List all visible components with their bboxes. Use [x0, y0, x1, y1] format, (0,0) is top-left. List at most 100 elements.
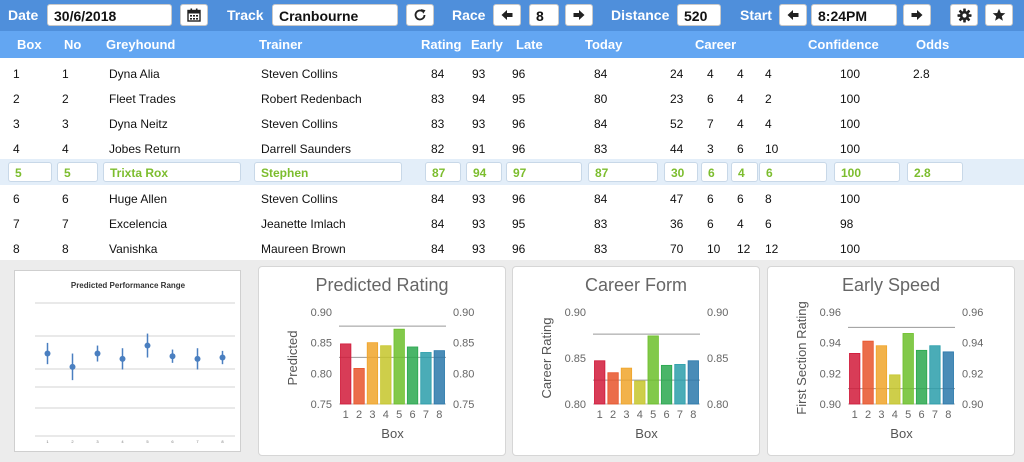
column-header-no[interactable]: No [64, 37, 82, 52]
cell-early: 93 [472, 117, 486, 131]
table-row[interactable]: 4 4 Jobes Return Darrell Saunders 82 91 … [0, 135, 1024, 160]
cell-today: 83 [594, 142, 608, 156]
cell-odds: 2.8 [907, 162, 963, 182]
column-header-career[interactable]: Career [695, 37, 737, 52]
x-axis-label: Box [381, 426, 404, 441]
career-form-panel: Career Form 0.80 0.80 0.85 0.85 0.90 0.90 1 2 3 4… [512, 266, 760, 456]
x-tick-label: 2 [610, 409, 616, 421]
table-row[interactable]: 7 7 Excelencia Jeanette Imlach 84 93 95 … [0, 210, 1024, 235]
cell-late: 97 [506, 162, 582, 182]
cell-box: 6 [13, 192, 20, 206]
refresh-button[interactable] [406, 4, 434, 26]
cell-box: 1 [13, 67, 20, 81]
x-tick-label: 7 [677, 409, 683, 421]
column-header-odds[interactable]: Odds [916, 37, 950, 52]
column-header-confidence[interactable]: Confidence [808, 37, 879, 52]
bar [674, 364, 686, 405]
date-label: Date [8, 7, 39, 23]
cell-greyhound: Vanishka [109, 242, 158, 256]
calendar-button[interactable] [180, 4, 208, 26]
cell-career-wins: 7 [707, 117, 714, 131]
y-tick-label-right: 0.90 [707, 307, 728, 319]
cell-confidence: 100 [840, 92, 861, 106]
predicted-rating-panel: Predicted Rating 0.75 0.75 0.80 0.80 0.85 0.8… [258, 266, 506, 456]
bar [849, 353, 861, 405]
table-row[interactable]: 8 8 Vanishka Maureen Brown 84 93 96 83 7… [0, 235, 1024, 260]
favorite-button[interactable] [985, 4, 1013, 26]
column-header-box[interactable]: Box [17, 37, 42, 52]
y-tick-label-right: 0.90 [453, 307, 474, 319]
track-label: Track [227, 7, 264, 23]
bar [620, 367, 633, 405]
date-input[interactable]: 30/6/2018 [47, 4, 172, 26]
cell-career-seconds: 4 [737, 117, 744, 131]
cell-rating: 82 [431, 142, 445, 156]
cell-early: 93 [472, 67, 486, 81]
x-tick-label: 3 [623, 409, 629, 421]
column-header-late[interactable]: Late [516, 37, 543, 52]
cell-trainer: Robert Redenbach [261, 92, 362, 106]
bar [915, 349, 928, 405]
cell-late: 95 [512, 217, 526, 231]
predicted-rating-chart: 0.75 0.75 0.80 0.80 0.85 0.85 0.90 0.90 1 2 3 4 5 6 7 8… [285, 307, 474, 441]
arrow-left-icon [501, 10, 513, 20]
track-input[interactable]: Cranbourne [272, 4, 398, 26]
cell-greyhound: Dyna Neitz [109, 117, 168, 131]
cell-late: 96 [512, 192, 526, 206]
column-header-greyhound[interactable]: Greyhound [106, 37, 176, 52]
table-row[interactable]: 3 3 Dyna Neitz Steven Collins 83 93 96 8… [0, 110, 1024, 135]
settings-button[interactable] [950, 4, 978, 26]
table-row[interactable]: 1 1 Dyna Alia Steven Collins 84 93 96 84… [0, 60, 1024, 85]
y-tick-label-right: 0.96 [962, 307, 983, 319]
x-tick-label: 4 [383, 409, 389, 421]
cell-greyhound: Dyna Alia [109, 67, 160, 81]
x-tick-label: 5 [650, 409, 656, 421]
start-time-input[interactable]: 8:24PM [811, 4, 897, 26]
column-header-today[interactable]: Today [585, 37, 623, 52]
column-header-rating[interactable]: Rating [421, 37, 462, 52]
cell-career-wins: 10 [707, 242, 721, 256]
cell-confidence: 100 [840, 142, 861, 156]
bar [420, 352, 432, 405]
y-tick-label: 0.94 [820, 338, 841, 350]
cell-no: 7 [62, 217, 69, 231]
bar [889, 374, 901, 405]
cell-career-thirds: 8 [765, 192, 772, 206]
data-point [94, 350, 101, 357]
x-tick-label: 8 [221, 439, 224, 444]
cell-career-wins: 3 [707, 142, 714, 156]
cell-career-starts: 24 [670, 67, 684, 81]
start-prev-button[interactable] [779, 4, 807, 26]
bar [634, 380, 646, 405]
early-speed-panel: Early Speed 0.90 0.90 0.92 0.92 0.94 0.94 0.96… [767, 266, 1015, 456]
y-tick-label: 0.80 [311, 368, 332, 380]
table-row-selected[interactable]: 5 5 Trixta Rox Stephen 87 94 97 87 30 6 … [0, 159, 1024, 185]
cell-no: 5 [57, 162, 98, 182]
cell-career-seconds: 12 [737, 242, 751, 256]
cell-career-starts: 70 [670, 242, 684, 256]
race-input[interactable]: 8 [529, 4, 559, 26]
bar [393, 328, 405, 405]
cell-career-starts: 30 [664, 162, 698, 182]
star-icon [992, 8, 1006, 21]
refresh-icon [414, 9, 426, 21]
cell-greyhound: Excelencia [109, 217, 168, 231]
table-row[interactable]: 6 6 Huge Allen Steven Collins 84 93 96 8… [0, 185, 1024, 210]
column-header-early[interactable]: Early [471, 37, 503, 52]
top-toolbar: Date 30/6/2018 Track Cranbourne Race 8 D… [0, 0, 1024, 31]
cell-rating: 84 [431, 192, 445, 206]
bar [875, 345, 888, 405]
cell-box: 4 [13, 142, 20, 156]
race-next-button[interactable] [565, 4, 593, 26]
distance-input[interactable]: 520 [677, 4, 721, 26]
data-point [69, 363, 76, 370]
arrow-left-icon [787, 10, 799, 20]
start-next-button[interactable] [903, 4, 931, 26]
table-row[interactable]: 2 2 Fleet Trades Robert Redenbach 83 94 … [0, 85, 1024, 110]
y-tick-label-right: 0.80 [453, 368, 474, 380]
cell-trainer: Stephen [254, 162, 402, 182]
x-tick-label: 5 [396, 409, 402, 421]
race-prev-button[interactable] [493, 4, 521, 26]
start-label: Start [740, 7, 772, 23]
column-header-trainer[interactable]: Trainer [259, 37, 303, 52]
